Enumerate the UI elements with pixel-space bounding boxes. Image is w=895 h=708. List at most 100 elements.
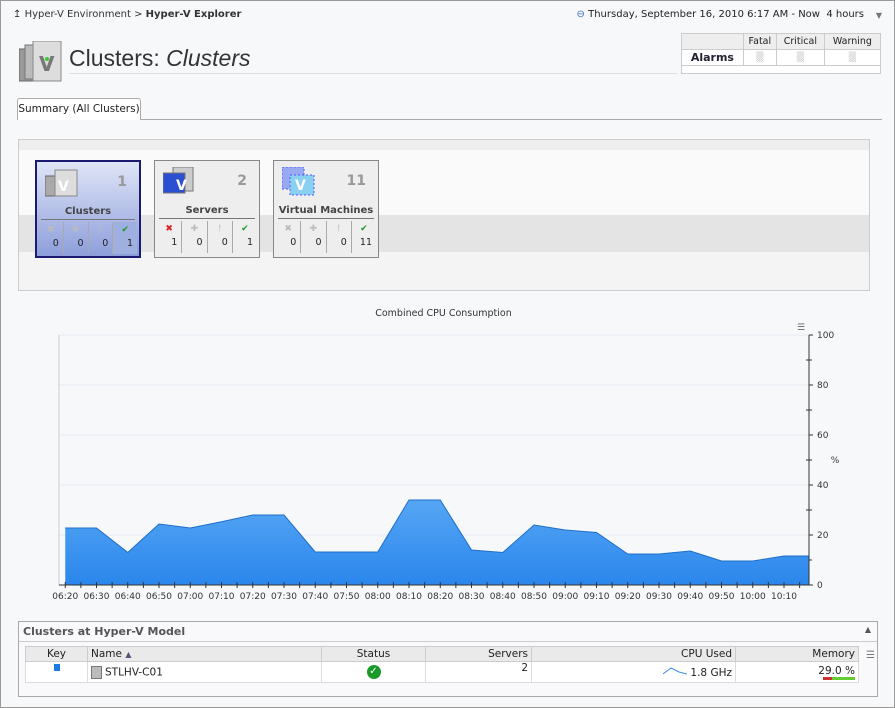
state-count: 0	[290, 237, 297, 248]
x-tick-label: 08:00	[365, 592, 391, 602]
tile-virtual-machines[interactable]: V 11 Virtual Machines ✖ 0 ✚ 0! 0 ✔ 11	[273, 160, 379, 258]
sort-asc-icon: ▲	[125, 650, 132, 659]
chevron-down-icon[interactable]: ▼	[875, 11, 882, 20]
page-title-name: Clusters	[166, 45, 251, 71]
x-tick-label: 06:40	[115, 592, 141, 602]
divider	[69, 73, 677, 74]
divider	[19, 641, 877, 642]
clusters-table: Key Name ▲ Status Servers CPU Used Memor…	[25, 646, 859, 683]
time-range-text: Thursday, September 16, 2010 6:17 AM - N…	[588, 9, 820, 20]
state-cell[interactable]: ✚ 0	[64, 222, 89, 254]
x-tick-label: 09:20	[615, 592, 641, 602]
ok-icon: ✔	[360, 224, 368, 234]
cpu-used-value: 1.8 GHz	[690, 666, 732, 679]
y-tick-label: 100	[817, 331, 834, 341]
state-count: 0	[77, 238, 84, 249]
table-row[interactable]: STLHV-C01 ✓ 2 1.8 GHz 29.0 %	[25, 661, 859, 683]
breadcrumb-parent[interactable]: Hyper-V Environment	[24, 9, 131, 20]
state-count: 1	[246, 237, 253, 248]
x-tick-label: 08:40	[490, 592, 516, 602]
state-cell[interactable]: ✚ 0	[301, 221, 327, 253]
alarm-fatal-cell[interactable]: ▒	[742, 49, 777, 66]
col-memory[interactable]: Memory	[735, 646, 859, 662]
panel-title: Clusters at Hyper-V Model	[23, 625, 186, 638]
critical-icon: ✚	[309, 224, 318, 234]
state-count: 0	[221, 237, 228, 248]
clusters-panel: Clusters at Hyper-V Model ▲ Key Name ▲ S…	[18, 621, 878, 697]
state-count: 11	[359, 237, 372, 248]
tile-servers[interactable]: V 2 Servers ✖ 1 ✚ 0! 0 ✔ 1	[154, 160, 260, 258]
x-tick-label: 07:50	[334, 592, 360, 602]
x-tick-label: 09:40	[677, 592, 703, 602]
x-tick-label: 08:20	[427, 592, 453, 602]
col-status[interactable]: Status	[321, 646, 426, 662]
fatal-icon: ✖	[47, 225, 55, 235]
state-cell[interactable]: ✔ 11	[352, 221, 376, 253]
y-tick-label: 80	[817, 381, 829, 391]
chart-menu-icon[interactable]: ☰	[797, 323, 805, 333]
ok-icon: ✔	[241, 224, 249, 234]
warning-icon: !	[217, 224, 222, 234]
svg-text:V: V	[39, 52, 55, 76]
up-arrow-icon[interactable]: ↥	[13, 9, 22, 20]
state-cell[interactable]: ! 0	[89, 222, 114, 254]
col-servers[interactable]: Servers	[425, 646, 532, 662]
state-cell[interactable]: ✖ 0	[276, 221, 302, 253]
x-tick-label: 09:30	[646, 592, 672, 602]
state-count: 1	[171, 237, 178, 248]
x-tick-label: 06:30	[84, 592, 110, 602]
x-tick-label: 09:50	[709, 592, 735, 602]
x-tick-label: 08:10	[396, 592, 422, 602]
x-tick-label: 07:10	[209, 592, 235, 602]
ok-icon: ✔	[121, 225, 129, 235]
x-tick-label: 06:20	[52, 592, 78, 602]
col-cpu-used[interactable]: CPU Used	[531, 646, 736, 662]
x-tick-label: 09:00	[552, 592, 578, 602]
x-tick-label: 06:50	[146, 592, 172, 602]
state-cell[interactable]: ! 0	[327, 221, 352, 253]
tile-count: 1	[117, 174, 127, 190]
alarm-critical-cell[interactable]: ▒	[775, 49, 825, 66]
breadcrumb-separator: >	[134, 9, 143, 20]
cluster-name[interactable]: STLHV-C01	[105, 666, 163, 678]
state-cell[interactable]: ✚ 0	[182, 221, 208, 253]
alarms-table: Fatal Critical Warning Alarms ▒ ▒ ▒	[681, 33, 882, 74]
state-cell[interactable]: ✔ 1	[233, 221, 257, 253]
state-count: 0	[340, 237, 347, 248]
y-tick-label: 0	[817, 581, 823, 591]
col-key[interactable]: Key	[25, 646, 88, 662]
time-range-selector[interactable]: ⊖ Thursday, September 16, 2010 6:17 AM -…	[577, 9, 864, 20]
tile-label: Virtual Machines	[278, 205, 374, 219]
col-name[interactable]: Name ▲	[87, 646, 322, 662]
y-tick-label: 20	[817, 531, 829, 541]
clock-icon: ⊖	[576, 9, 585, 20]
critical-icon: ✚	[71, 225, 80, 235]
cluster-icon	[91, 665, 102, 679]
column-menu-icon[interactable]: ☰	[866, 650, 875, 661]
state-cell[interactable]: ✔ 1	[113, 222, 137, 254]
cpu-chart: 0 20 40 60 80 100 06:20 06:30 06:40 06:50 07:00 07:…	[1, 321, 895, 624]
alarm-warning-cell[interactable]: ▒	[823, 49, 882, 66]
breadcrumb: ↥ Hyper-V Environment > Hyper-V Explorer	[13, 9, 241, 20]
memory-value: 29.0 %	[818, 664, 855, 677]
x-tick-label: 07:00	[177, 592, 203, 602]
alarms-label: Alarms	[681, 49, 744, 66]
state-cell[interactable]: ✖ 0	[39, 222, 64, 254]
svg-text:V: V	[58, 179, 69, 195]
state-cell[interactable]: ! 0	[208, 221, 233, 253]
time-range-duration: 4 hours	[826, 9, 864, 20]
state-cell[interactable]: ✖ 1	[157, 221, 183, 253]
key-swatch	[53, 664, 60, 671]
summary-panel: V 1 Clusters ✖ 0 ✚ 0! 0 ✔ 1 V 2 Servers ✖ 1 ✚ 0! 0 ✔ 1 V 11 Vi…	[18, 139, 870, 291]
state-count: 0	[196, 237, 203, 248]
y-tick-label: 40	[817, 481, 829, 491]
breadcrumb-current: Hyper-V Explorer	[145, 9, 242, 20]
tile-clusters[interactable]: V 1 Clusters ✖ 0 ✚ 0! 0 ✔ 1	[35, 160, 141, 258]
collapse-icon[interactable]: ▲	[864, 625, 871, 634]
tab-summary[interactable]: Summary (All Clusters)	[17, 98, 141, 120]
clusters-icon: V	[45, 169, 78, 197]
x-tick-label: 08:30	[459, 592, 485, 602]
warning-icon: !	[98, 225, 103, 235]
state-count: 0	[102, 238, 109, 249]
x-tick-label: 07:40	[302, 592, 328, 602]
